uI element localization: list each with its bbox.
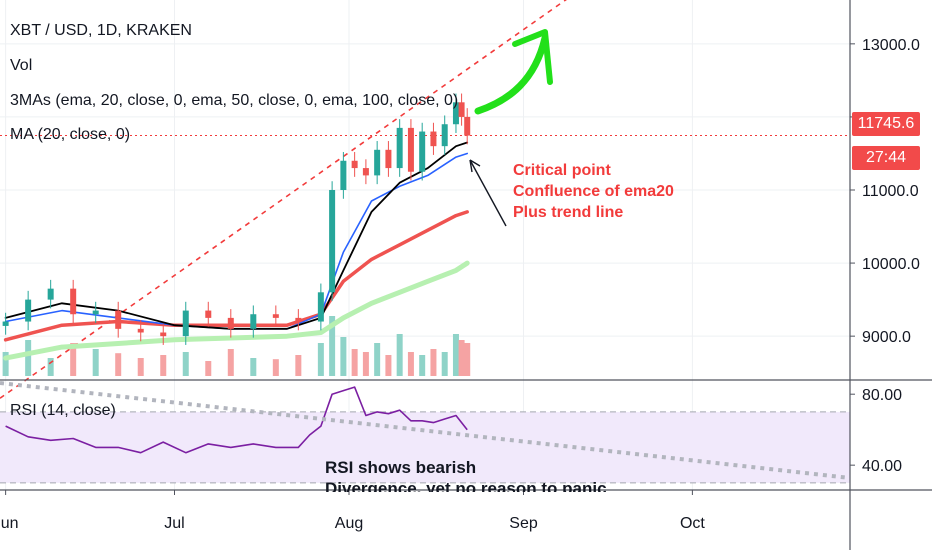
last-price-badge: 11745.6	[852, 112, 920, 136]
candle-body-25	[441, 124, 448, 147]
x-tick-label-4: Oct	[680, 515, 705, 532]
annotation-rsi-line-1: RSI shows bearish	[325, 458, 477, 477]
volume-bar-28	[464, 343, 471, 376]
volume-bar-20	[385, 355, 392, 376]
candle-body-7	[160, 332, 167, 337]
candle-body-19	[374, 149, 381, 176]
volume-bar-13	[295, 355, 302, 376]
volume-bar-18	[362, 352, 369, 376]
candle-body-16	[340, 160, 347, 190]
legend-vol: Vol	[10, 57, 33, 74]
candle-body-11	[250, 314, 257, 329]
candle-body-21	[396, 127, 403, 169]
annotation-critical: Critical point Confluence of ema20 Plus …	[513, 160, 674, 223]
candle-body-10	[227, 317, 234, 329]
y-tick-label-0: 9000.0	[862, 329, 911, 346]
volume-bar-9	[205, 361, 212, 376]
annotation-rsi: RSI shows bearish Divergence, yet no rea…	[325, 457, 850, 492]
volume-bar-0	[2, 352, 9, 376]
candle-body-4	[92, 310, 99, 315]
annotation-critical-line-2: Confluence of ema20	[513, 183, 674, 200]
volume-bar-8	[182, 352, 189, 376]
candle-body-27	[458, 102, 465, 117]
volume-bar-14	[317, 343, 324, 376]
volume-bar-10	[227, 349, 234, 376]
volume-bar-24	[430, 349, 437, 376]
annotation-critical-line-1: Critical point	[513, 162, 611, 179]
candle-body-1	[25, 299, 32, 322]
rsi-divergence-line	[0, 381, 851, 480]
volume-bar-5	[115, 353, 122, 376]
x-tick-label-3: Sep	[509, 515, 538, 532]
countdown-badge: 27:44	[852, 146, 920, 170]
volume-bar-6	[137, 358, 144, 376]
candle-body-28	[464, 116, 471, 136]
annotation-critical-line-3: Plus trend line	[513, 204, 624, 221]
green-arrow-curve	[474, 34, 549, 115]
candle-body-24	[430, 131, 437, 147]
legend-3mas: 3MAs (ema, 20, close, 0, ema, 50, close,…	[10, 92, 459, 109]
volume-bar-25	[441, 352, 448, 376]
candle-body-5	[115, 310, 122, 329]
candle-body-12	[272, 314, 279, 318]
volume-bar-23	[419, 355, 426, 376]
ma-line-ema-100	[3, 260, 470, 361]
candle-body-9	[205, 310, 212, 318]
volume-bar-15	[329, 316, 336, 376]
volume-bar-26	[452, 334, 459, 376]
x-tick-label-2: Aug	[335, 515, 363, 532]
volume-bar-16	[340, 337, 347, 376]
y-tick-label-4: 13000.0	[862, 37, 920, 54]
volume-bar-22	[407, 352, 414, 376]
rsi-tick-label-1: 80.00	[862, 387, 902, 404]
x-tick-label-1: Jul	[164, 515, 184, 532]
candle-body-3	[70, 288, 77, 315]
candle-body-2	[47, 288, 54, 300]
ma-line-ema-50	[3, 210, 469, 342]
candle-body-14	[317, 292, 324, 322]
candle-body-22	[407, 127, 414, 172]
volume-bar-17	[351, 349, 358, 376]
volume-bar-4	[92, 349, 99, 376]
candle-body-0	[2, 321, 9, 326]
annotation-rsi-line-2: Divergence, yet no reason to panic	[325, 479, 607, 492]
volume-bar-3	[70, 343, 77, 376]
legend-ma20: MA (20, close, 0)	[10, 126, 131, 143]
volume-bar-27	[458, 340, 465, 376]
chart-title: XBT / USD, 1D, KRAKEN	[10, 22, 192, 39]
candle-body-6	[137, 328, 144, 333]
legend-rsi: RSI (14, close)	[10, 402, 116, 419]
candle-body-15	[329, 190, 336, 293]
y-tick-label-1: 10000.0	[862, 256, 920, 273]
trend-line	[0, 0, 567, 399]
candle-body-13	[295, 317, 302, 322]
rsi-line	[5, 386, 468, 454]
y-tick-label-2: 11000.0	[862, 183, 919, 200]
volume-bar-19	[374, 343, 381, 376]
candle-body-20	[385, 149, 392, 169]
candle-body-8	[182, 310, 189, 337]
candle-body-26	[452, 102, 459, 125]
volume-bar-12	[272, 359, 279, 376]
pointer-arrow-head	[469, 159, 481, 173]
rsi-tick-label-0: 40.00	[862, 458, 902, 475]
volume-bar-7	[160, 355, 167, 376]
volume-bar-2	[47, 358, 54, 376]
x-tick-label-0: Jun	[0, 515, 19, 532]
volume-bar-11	[250, 358, 257, 376]
candle-body-17	[351, 160, 358, 169]
volume-bar-21	[396, 334, 403, 376]
candle-body-18	[362, 168, 369, 176]
rsi-band-fill	[0, 411, 850, 483]
green-arrow-head	[512, 29, 553, 85]
candle-body-23	[419, 131, 426, 172]
volume-bar-1	[25, 340, 32, 376]
pointer-arrow-shaft	[469, 159, 507, 227]
